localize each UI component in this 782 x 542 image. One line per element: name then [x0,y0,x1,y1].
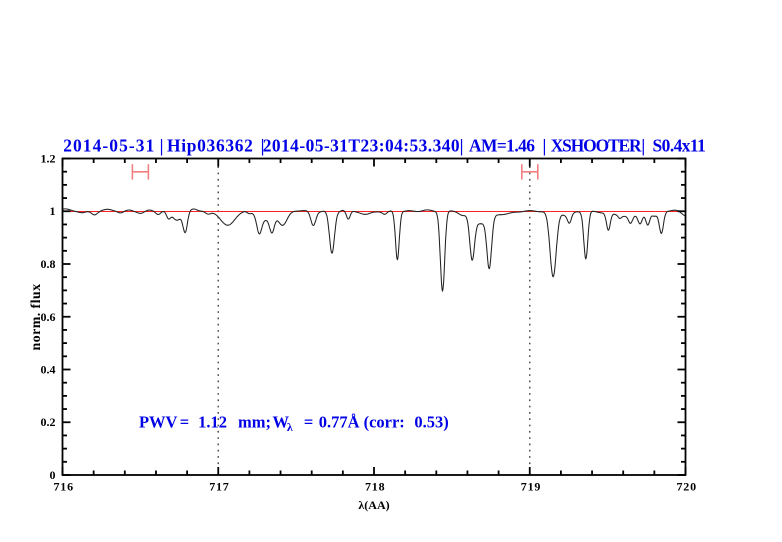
svg-text:λ: λ [287,420,293,434]
svg-text:|: | [160,136,164,156]
svg-text:0.53): 0.53) [414,413,448,432]
svg-text:AM=1.46: AM=1.46 [469,136,535,156]
svg-text:λ(AA): λ(AA) [358,498,389,512]
svg-text:mm;: mm; [238,413,271,432]
svg-text:norm. flux: norm. flux [29,284,44,351]
svg-text:|: | [542,136,546,156]
svg-text:PWV: PWV [139,413,178,432]
svg-text:0.77Å: 0.77Å [319,413,360,432]
svg-text:|: | [261,136,265,156]
svg-text:719: 719 [521,480,541,494]
svg-text:XSHOOTER: XSHOOTER [551,136,642,156]
svg-text:=: = [304,413,313,432]
svg-text:0.2: 0.2 [41,415,56,429]
svg-text:|: | [460,136,464,156]
svg-text:0.8: 0.8 [41,257,56,271]
svg-text:S0.4x11: S0.4x11 [653,136,706,156]
svg-text:0.4: 0.4 [41,363,56,377]
svg-text:0: 0 [50,468,56,482]
svg-text:2014-05-31T23:04:53.340: 2014-05-31T23:04:53.340 [263,136,460,156]
svg-text:Hip036362: Hip036362 [167,136,254,156]
svg-text:1.2: 1.2 [41,152,56,166]
svg-text:720: 720 [676,480,696,494]
svg-text:1.12: 1.12 [198,413,227,432]
svg-text:717: 717 [209,480,229,494]
svg-text:(corr:: (corr: [364,413,405,432]
svg-text:718: 718 [365,480,385,494]
svg-text:716: 716 [53,480,73,494]
svg-text:2014-05-31: 2014-05-31 [63,136,155,156]
svg-text:1: 1 [50,204,56,218]
svg-text:W: W [272,413,289,432]
svg-text:0.6: 0.6 [41,310,56,324]
svg-text:|: | [641,136,645,156]
svg-text:=: = [180,413,189,432]
